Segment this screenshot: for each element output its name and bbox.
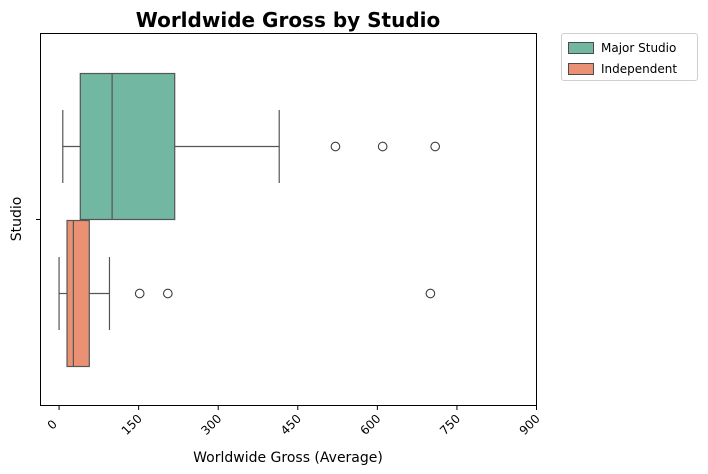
x-axis-label: Worldwide Gross (Average) [193, 450, 383, 466]
outlier-point-major-studio-3 [430, 141, 441, 152]
legend-label-major-studio: Major Studio [601, 41, 677, 55]
outlier-point-major-studio-2 [377, 141, 388, 152]
boxplot-independent [58, 219, 436, 368]
outlier-point-independent-3 [425, 288, 436, 299]
box-independent [66, 219, 90, 368]
legend-swatch-independent [568, 63, 594, 75]
x-tick-label-600: 600 [357, 412, 383, 438]
legend-item-major-studio: Major Studio [568, 40, 676, 56]
y-axis-label: Studio [9, 197, 25, 242]
x-tick-label-300: 300 [198, 412, 224, 438]
outlier-point-independent-1 [134, 288, 145, 299]
x-tick-label-0: 0 [45, 417, 60, 432]
box-major-studio [79, 72, 176, 221]
outlier-point-major-studio-1 [330, 141, 341, 152]
x-tick-label-150: 150 [119, 412, 145, 438]
legend: Major Studio Independent [561, 33, 698, 81]
x-tick-label-450: 450 [278, 412, 304, 438]
x-tick-label-900: 900 [517, 412, 543, 438]
x-tick-label-750: 750 [437, 412, 463, 438]
x-axis: 0 150 300 450 600 750 900 [45, 405, 543, 438]
legend-item-independent: Independent [568, 61, 677, 77]
legend-label-independent: Independent [601, 62, 678, 76]
boxplot-major-studio [62, 72, 441, 221]
legend-swatch-major-studio [568, 42, 594, 54]
chart-title: Worldwide Gross by Studio [136, 8, 441, 32]
outlier-point-independent-2 [162, 288, 173, 299]
plot-area [58, 72, 441, 368]
